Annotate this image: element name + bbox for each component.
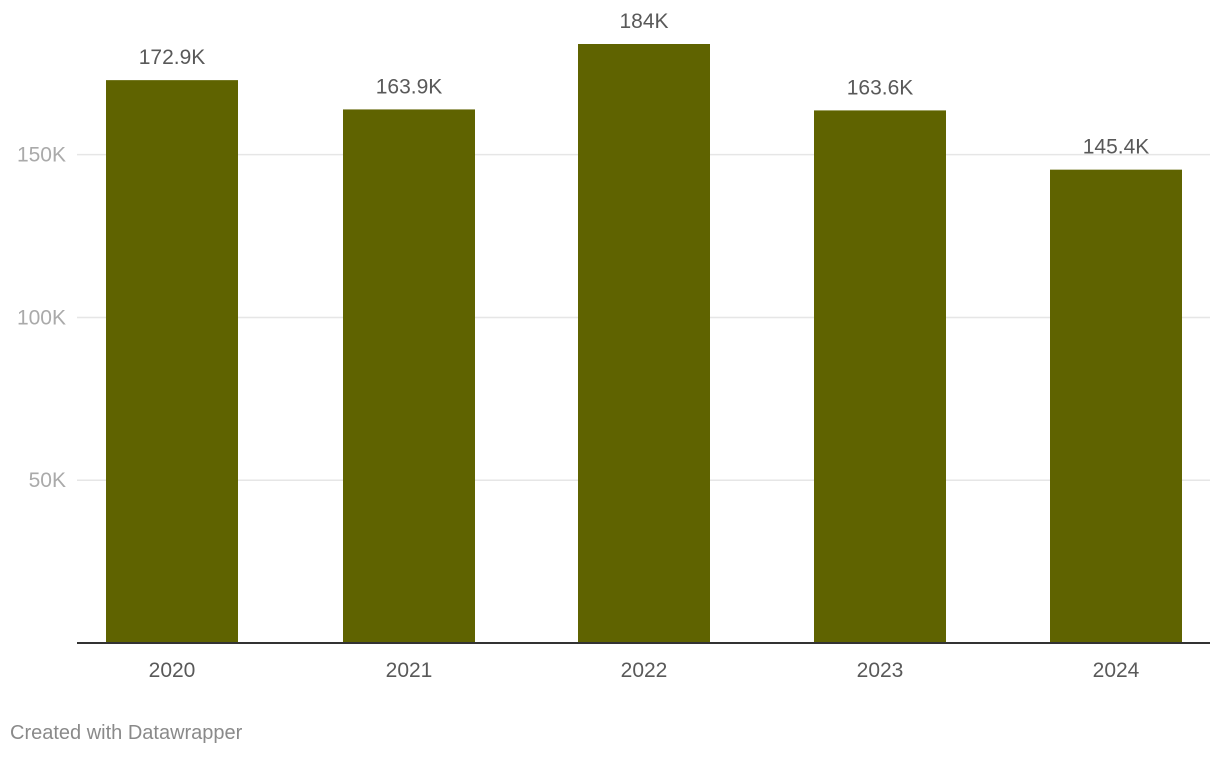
bar[interactable] [578,44,710,643]
x-tick-label: 2020 [149,659,196,682]
y-tick-label: 150K [17,144,66,167]
data-label: 184K [619,10,668,33]
bar[interactable] [814,110,946,643]
y-tick-label: 100K [17,306,66,329]
bar[interactable] [1050,169,1182,643]
bar[interactable] [343,109,475,643]
x-tick-label: 2021 [386,659,433,682]
bar[interactable] [106,80,238,644]
y-tick-label: 50K [29,469,66,492]
x-tick-label: 2022 [621,659,668,682]
data-label: 163.6K [847,76,914,99]
x-tick-label: 2023 [857,659,904,682]
data-label: 172.9K [139,46,206,69]
x-tick-label: 2024 [1093,659,1140,682]
data-label: 145.4K [1083,136,1150,159]
datawrapper-credit[interactable]: Created with Datawrapper [10,722,243,744]
data-label: 163.9K [376,75,443,98]
